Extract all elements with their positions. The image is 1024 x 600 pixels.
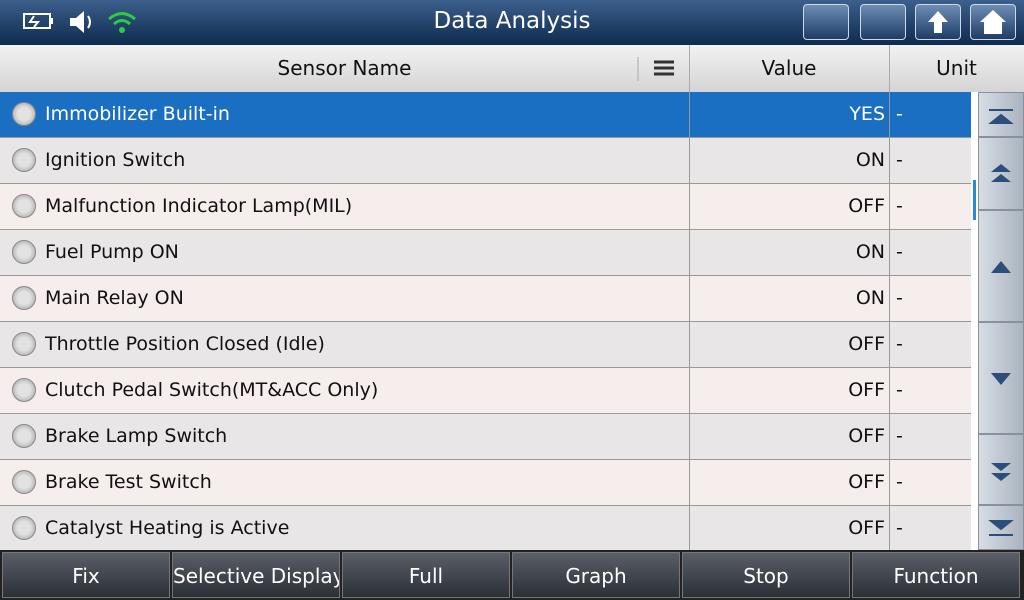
sensor-value: ON [689, 230, 885, 275]
toolbar-button[interactable]: Graph [512, 552, 680, 598]
sensor-unit: - [889, 322, 971, 367]
table-row[interactable]: Throttle Position Closed (Idle) OFF - [0, 322, 971, 368]
column-header: Sensor Name Value Unit [0, 45, 1024, 93]
scrollbar [971, 92, 978, 550]
row-radio [12, 102, 36, 126]
sensor-name: Catalyst Heating is Active [45, 517, 290, 539]
sensor-unit: - [889, 368, 971, 413]
line-down-button[interactable] [978, 322, 1024, 434]
column-title: Value [689, 45, 890, 92]
toolbar-button[interactable]: Stop [682, 552, 850, 598]
sensor-value: OFF [689, 460, 885, 505]
row-radio [12, 378, 36, 402]
table-row[interactable]: Clutch Pedal Switch(MT&ACC Only) OFF - [0, 368, 971, 414]
sensor-name: Main Relay ON [45, 287, 184, 309]
table-row[interactable]: Immobilizer Built-in YES - [0, 92, 971, 138]
row-radio [12, 194, 36, 218]
title: Data Analysis [433, 8, 591, 34]
sensor-value: ON [689, 276, 885, 321]
table-row[interactable]: Ignition Switch ON - [0, 138, 971, 184]
column-title: Unit [936, 56, 977, 80]
scroll-bottom-button[interactable] [978, 505, 1024, 550]
sensor-value: OFF [689, 506, 885, 550]
sensor-value: OFF [689, 414, 885, 459]
toolbar-button[interactable]: Full [342, 552, 510, 598]
row-radio [12, 148, 36, 172]
sensor-value: YES [689, 92, 885, 137]
sensor-name: Clutch Pedal Switch(MT&ACC Only) [45, 379, 379, 401]
page-down-button[interactable] [978, 434, 1024, 505]
sensor-unit: - [889, 92, 971, 137]
sensor-value: ON [689, 138, 885, 183]
row-radio [12, 286, 36, 310]
row-radio [12, 240, 36, 264]
toolbar-button[interactable]: Fix [2, 552, 170, 598]
vehicle-info-button[interactable] [803, 4, 849, 40]
menu-icon[interactable] [636, 55, 676, 83]
line-up-button[interactable] [978, 210, 1024, 322]
sensor-unit: - [889, 506, 971, 550]
screenshot-button[interactable] [860, 4, 906, 40]
table-row[interactable]: Main Relay ON ON - [0, 276, 971, 322]
sensor-name: Ignition Switch [45, 149, 186, 171]
table-row[interactable]: Brake Test Switch OFF - [0, 460, 971, 506]
sensor-value: OFF [689, 322, 885, 367]
sensor-value: OFF [689, 368, 885, 413]
sensor-name: Brake Test Switch [45, 471, 212, 493]
sensor-unit: - [889, 138, 971, 183]
toolbar: Fix Selective Display Full Graph Stop Functio… [0, 550, 1024, 600]
row-radio [12, 424, 36, 448]
table-row[interactable]: Malfunction Indicator Lamp(MIL) OFF - [0, 184, 971, 230]
back-button[interactable] [915, 4, 961, 40]
table-body: Immobilizer Built-in YES - Ignition Switch O… [0, 92, 971, 550]
sensor-unit: - [889, 414, 971, 459]
sensor-unit: - [889, 184, 971, 229]
sensor-unit: - [889, 460, 971, 505]
page-up-button[interactable] [978, 137, 1024, 210]
table-row[interactable]: Fuel Pump ON ON - [0, 230, 971, 276]
table-row[interactable]: Brake Lamp Switch OFF - [0, 414, 971, 460]
sensor-unit: - [889, 276, 971, 321]
toolbar-button[interactable]: Function [852, 552, 1020, 598]
sensor-name: Immobilizer Built-in [45, 103, 230, 125]
sensor-name: Brake Lamp Switch [45, 425, 228, 447]
home-button[interactable] [970, 4, 1016, 40]
scroll-top-button[interactable] [978, 92, 1024, 137]
top-bar: Data Analysis [0, 0, 1024, 45]
row-radio [12, 516, 36, 540]
table-row[interactable]: Catalyst Heating is Active OFF - [0, 506, 971, 550]
row-radio [12, 332, 36, 356]
sensor-name: Malfunction Indicator Lamp(MIL) [45, 195, 353, 217]
toolbar-button[interactable]: Selective Display [172, 552, 340, 598]
column-title: Sensor Name [0, 45, 690, 92]
sensor-name: Throttle Position Closed (Idle) [45, 333, 325, 355]
status-icons [23, 11, 136, 33]
sensor-value: OFF [689, 184, 885, 229]
row-radio [12, 470, 36, 494]
sensor-unit: - [889, 230, 971, 275]
sensor-name: Fuel Pump ON [45, 241, 179, 263]
